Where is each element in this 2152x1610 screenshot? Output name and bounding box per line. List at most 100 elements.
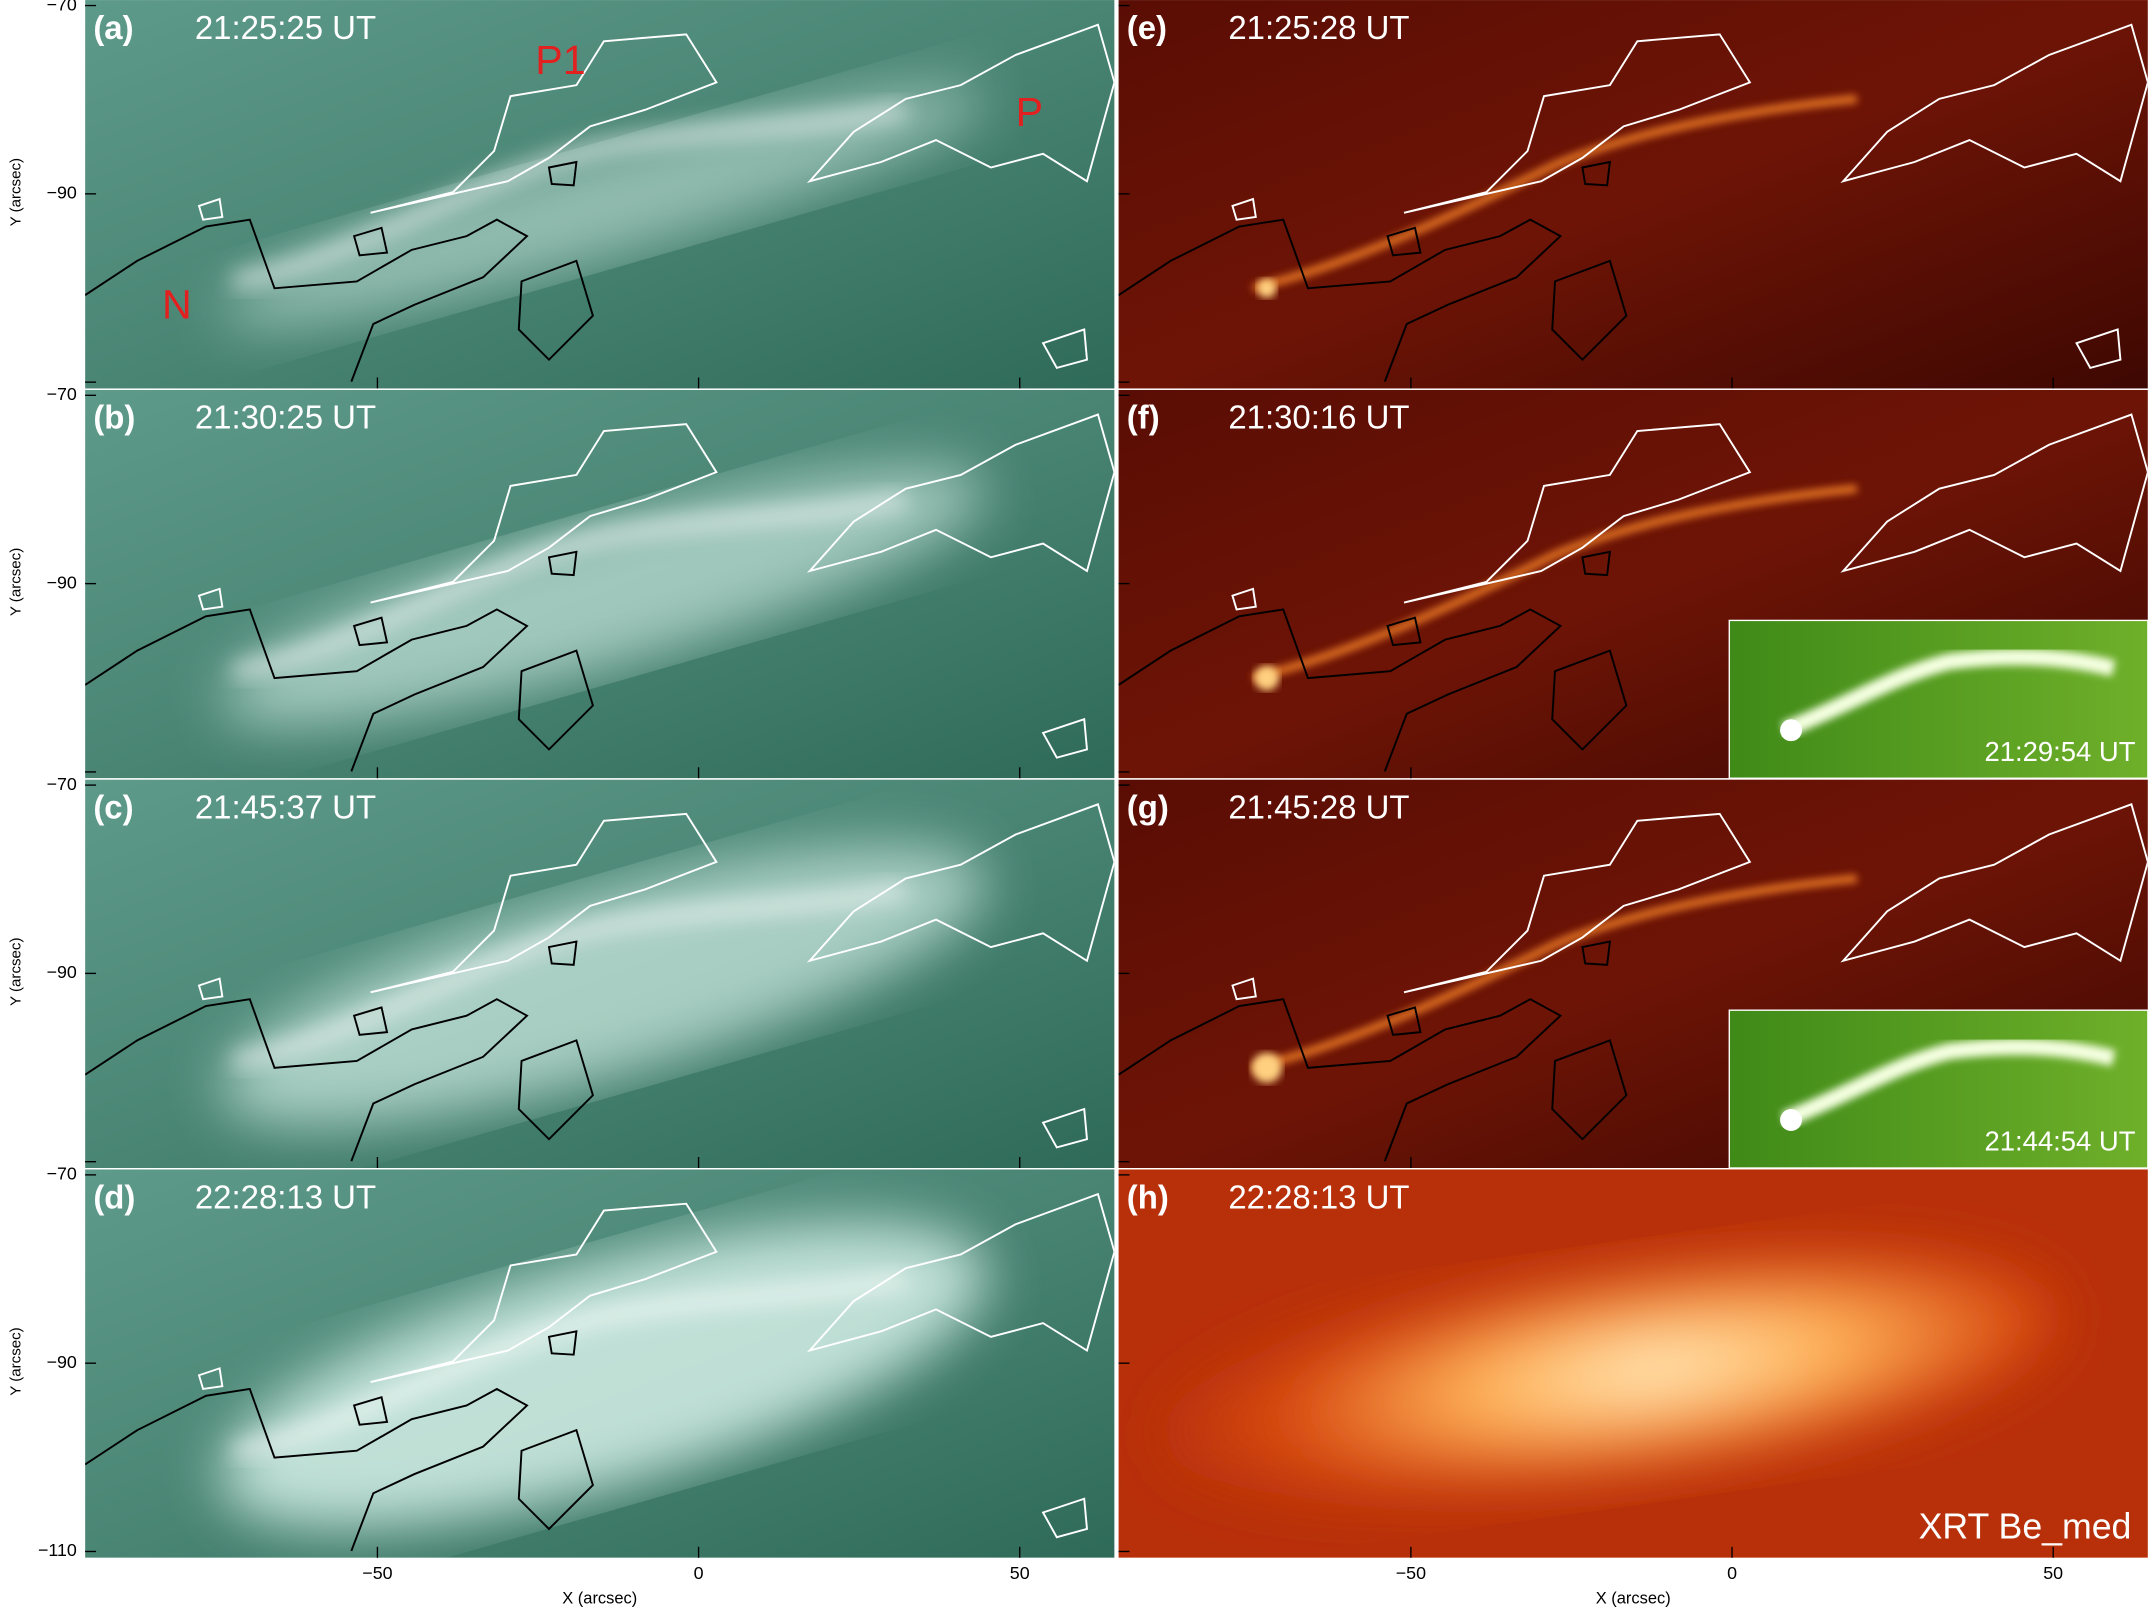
bright-loop [221,85,987,327]
panel [85,1169,1115,1558]
panel-time: 21:25:28 UT [1228,9,1409,46]
contour-negative [517,259,594,361]
contour-negative [547,1330,578,1356]
panel [1118,0,2148,389]
contour-positive [197,197,224,221]
bright-loop [220,845,988,1126]
contour-negative [85,998,529,1162]
contour-negative [547,940,578,966]
contour-negative [85,218,529,382]
y-tick-label: −70 [47,0,77,14]
contour-positive [197,587,224,611]
panel-label: (a) [93,9,133,46]
bright-loop-core [232,1272,908,1458]
bright-loop-core [232,103,908,289]
y-axis-label: Y (arcsec) [7,158,24,226]
contour-negative [85,608,529,772]
panel-content [85,23,1115,382]
inset-spot [1780,719,1803,742]
contour-positive [806,23,1115,183]
contour-positive [370,1202,718,1384]
contour-negative [352,1006,389,1036]
panel-time: 21:30:16 UT [1228,399,1409,436]
bright-loop-core [232,882,908,1068]
panel-label: (h) [1127,1178,1169,1215]
contour-negative [352,226,389,257]
panel-time: 22:28:13 UT [195,1178,376,1215]
panel-time: 22:28:13 UT [1228,1178,1409,1215]
y-tick-label: −70 [47,1164,77,1184]
contour-positive [370,423,718,604]
contour-negative [1118,218,1563,382]
contour-positive [806,1192,1115,1353]
panel-content [85,413,1115,772]
panel-label: (f) [1127,399,1160,436]
contour-negative [1551,649,1628,751]
inset: 21:44:54 UT [1728,1009,2149,1169]
contour-negative [517,1039,594,1141]
contour-positive [1403,33,1752,214]
bright-loop-core [232,492,908,678]
x-tick-label: −50 [1396,1563,1426,1583]
bright-spot [1257,278,1277,298]
inset-loop [1781,1038,2116,1128]
contour-positive [1041,717,1089,759]
panel-time: 21:45:28 UT [1228,789,1409,826]
contour-negative [85,1387,529,1552]
annotation: P1 [535,37,585,83]
y-tick-label: −90 [47,1352,77,1372]
contour-negative [1581,550,1611,577]
y-tick-label: −90 [47,572,77,592]
contour-negative [517,649,594,751]
contour-negative [517,1428,594,1531]
x-tick-label: −50 [362,1563,392,1583]
contour-positive [1403,423,1752,604]
contour-negative [1581,940,1611,966]
bright-loop [1252,874,1858,1072]
panel-time: 21:30:25 UT [195,399,376,436]
contour-negative [352,616,389,647]
inset-spot [1780,1108,1803,1131]
contour-positive [1231,587,1257,611]
contour-positive [197,1367,224,1391]
panel-time: 21:45:37 UT [195,789,376,826]
inset-image [1728,1009,2149,1169]
contour-positive [1041,1107,1089,1149]
contour-positive [370,812,718,994]
contour-negative [1386,226,1422,257]
y-tick-label: −70 [47,774,77,794]
contour-positive [806,803,1115,963]
contour-positive [1041,328,1089,370]
inset-time: 21:44:54 UT [1985,1126,2136,1157]
contour-negative [1386,616,1422,647]
inset: 21:29:54 UT [1728,619,2149,779]
y-tick-label: −90 [47,183,77,203]
contour-positive [197,977,224,1001]
inset-image [1728,619,2149,779]
panel-label: (d) [93,1178,135,1215]
inset-loop [1781,648,2116,738]
contour-positive [1231,197,1257,221]
bright-loop [1252,94,1858,293]
xrt-loop [1161,1249,2059,1501]
panel [85,779,1115,1169]
contour-positive [1840,803,2148,963]
contour-positive [1840,413,2148,573]
panel-content [1118,413,2148,772]
panel-label: (c) [93,789,133,826]
panel-image [1118,0,2148,389]
x-tick-label: 50 [2043,1563,2063,1583]
contour-negative [1118,608,1563,772]
bright-spot [1254,665,1280,691]
panel-time: 21:25:25 UT [195,9,376,46]
y-axis-label: Y (arcsec) [7,938,24,1006]
contour-negative [352,1395,389,1426]
y-tick-label: −110 [38,1540,77,1560]
panel-content [1118,803,2148,1162]
bright-loop [220,466,987,726]
x-axis-label: X (arcsec) [562,1589,637,1607]
contour-positive [806,413,1115,573]
x-tick-label: 0 [1727,1563,1737,1583]
contour-positive [2075,328,2122,370]
